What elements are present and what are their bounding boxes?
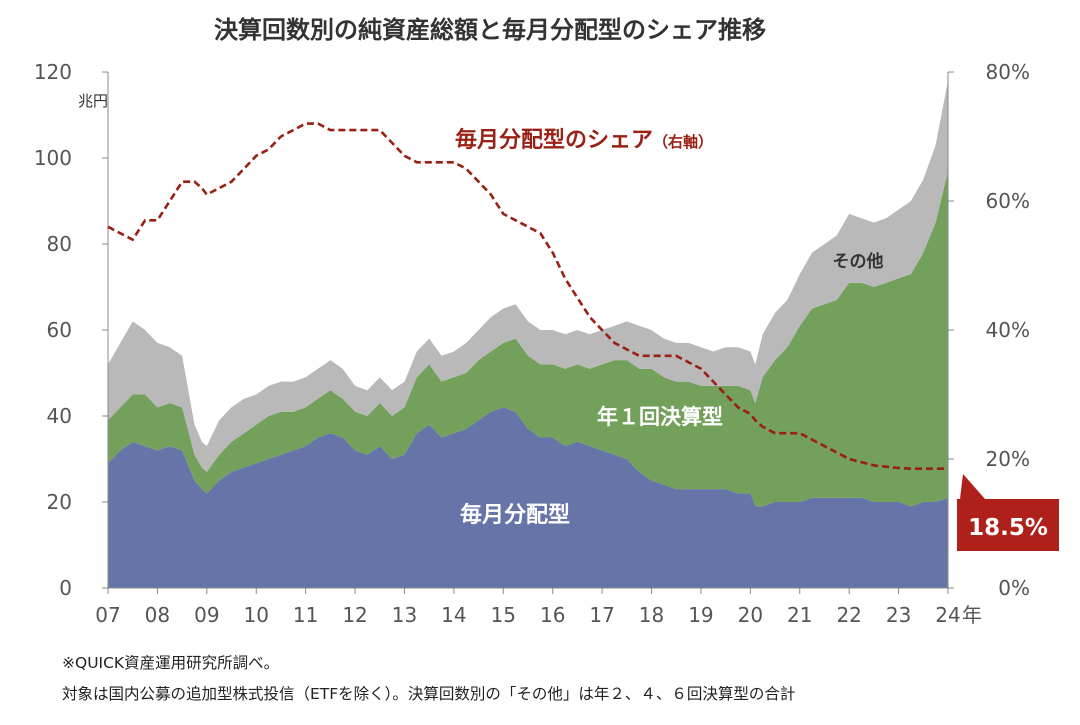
right-axis: 0% 20% 40% 60% 80%: [947, 60, 1030, 600]
y-unit-label: 兆円: [78, 92, 108, 110]
share-label-axis: （右軸）: [653, 133, 713, 151]
area-series-3: [108, 80, 948, 472]
left-tick-label: 40: [47, 404, 72, 428]
left-tick-label: 60: [47, 318, 72, 342]
area-series-1: [108, 407, 948, 588]
footnote: 対象は国内公募の追加型株式投信（ETFを除く）。決算回数別の「その他」は年２、４…: [62, 685, 796, 703]
x-tick-label: 23: [886, 603, 911, 627]
x-tick-label: 21: [787, 603, 812, 627]
right-tick-label: 60%: [986, 189, 1030, 213]
x-tick-label: 14: [441, 603, 466, 627]
source-note: ※QUICK資産運用研究所調べ。: [62, 654, 280, 672]
left-axis: 0 20 40 60 80 100 120: [34, 60, 109, 600]
x-tick-label: 15: [491, 603, 516, 627]
last-value-label: 18.5%: [968, 515, 1048, 541]
x-tick-label: 17: [589, 603, 614, 627]
left-tick-label: 0: [59, 576, 72, 600]
share-label-main: 毎月分配型のシェア: [455, 128, 653, 153]
x-tick-label: 09: [194, 603, 219, 627]
share-label: 毎月分配型のシェア（右軸）: [455, 128, 713, 153]
x-tick-label: 18: [639, 603, 664, 627]
x-axis: 07 08 09 10 11 12 13 14 15 16 17 18 19 20 21 22 23 24: [95, 587, 961, 627]
callout-box: [957, 499, 1059, 551]
x-tick-label: 07: [95, 603, 120, 627]
x-tick-label: 12: [342, 603, 367, 627]
label-annual: 年１回決算型: [597, 405, 723, 429]
left-tick-label: 100: [34, 146, 72, 170]
x-tick-label: 24: [935, 603, 960, 627]
x-tick-label: 16: [540, 603, 565, 627]
stacked-areas: [108, 80, 948, 588]
callout-arrow: [960, 474, 985, 499]
share-line: [107, 122, 948, 470]
x-tick-label: 22: [836, 603, 861, 627]
left-tick-label: 120: [34, 60, 72, 84]
x-tick-label: 20: [738, 603, 763, 627]
label-other: その他: [833, 251, 884, 272]
x-tick-label: 13: [392, 603, 417, 627]
x-tick-label: 19: [688, 603, 713, 627]
label-monthly: 毎月分配型: [460, 503, 570, 528]
x-tick-label: 08: [145, 603, 170, 627]
area-series-2: [108, 170, 948, 507]
x-tick-label: 10: [244, 603, 269, 627]
right-tick-label: 0%: [998, 576, 1030, 600]
left-tick-label: 80: [47, 232, 72, 256]
x-unit-label: 年: [962, 603, 982, 627]
right-tick-label: 40%: [986, 318, 1030, 342]
left-tick-label: 20: [47, 490, 72, 514]
series-labels: 毎月分配型のシェア（右軸） 毎月分配型 年１回決算型 その他: [455, 128, 884, 528]
right-tick-label: 80%: [986, 60, 1030, 84]
last-value-callout: 18.5%: [957, 474, 1059, 551]
x-tick-label: 11: [293, 603, 318, 627]
chart-title: 決算回数別の純資産総額と毎月分配型のシェア推移: [214, 16, 766, 44]
right-tick-label: 20%: [986, 447, 1030, 471]
